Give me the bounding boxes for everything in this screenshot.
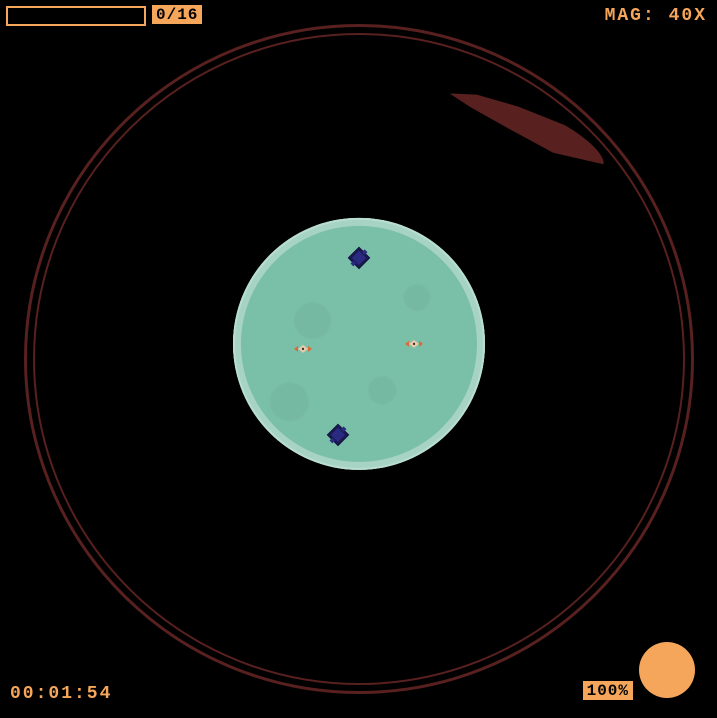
magnification-readout: MAG: 40X: [605, 6, 707, 26]
sample-dish[interactable]: [233, 218, 485, 470]
light-percent-readout: 100%: [583, 681, 633, 700]
organism-fish[interactable]: [405, 338, 423, 350]
organism-diamond[interactable]: [328, 425, 348, 445]
organism-fish[interactable]: [294, 343, 312, 355]
progress-counter: 0/16: [152, 5, 202, 24]
timer-readout: 00:01:54: [10, 684, 112, 704]
progress-bar-frame: [6, 6, 146, 26]
light-indicator-icon: [639, 642, 695, 698]
organism-diamond[interactable]: [349, 248, 369, 268]
